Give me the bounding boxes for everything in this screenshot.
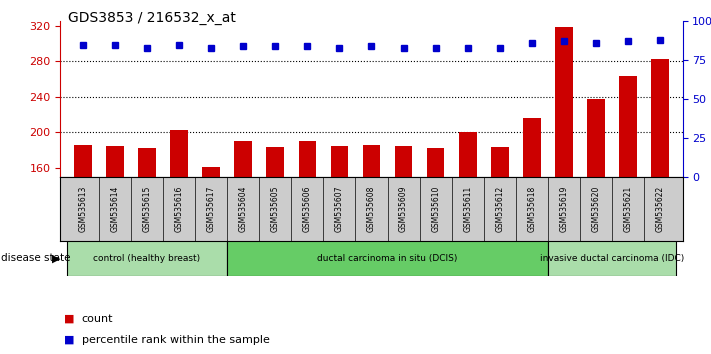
Text: disease state: disease state xyxy=(1,253,71,263)
Bar xyxy=(651,59,669,310)
Text: GSM535604: GSM535604 xyxy=(239,185,247,232)
Text: GSM535605: GSM535605 xyxy=(271,185,280,232)
Text: GSM535617: GSM535617 xyxy=(207,185,215,232)
Text: GSM535620: GSM535620 xyxy=(592,185,601,232)
Bar xyxy=(555,28,573,310)
Bar xyxy=(548,241,676,276)
Text: ■: ■ xyxy=(64,335,75,345)
Text: GSM535611: GSM535611 xyxy=(463,186,472,232)
Text: GDS3853 / 216532_x_at: GDS3853 / 216532_x_at xyxy=(68,11,235,25)
Text: GSM535614: GSM535614 xyxy=(110,185,119,232)
Bar xyxy=(170,130,188,310)
Bar xyxy=(74,145,92,310)
Text: GSM535621: GSM535621 xyxy=(624,186,633,232)
Bar xyxy=(67,241,228,276)
Text: GSM535616: GSM535616 xyxy=(175,185,183,232)
Bar xyxy=(228,241,548,276)
Bar xyxy=(523,118,540,310)
Text: GSM535606: GSM535606 xyxy=(303,185,312,232)
Text: GSM535609: GSM535609 xyxy=(399,185,408,232)
Bar xyxy=(203,167,220,310)
Bar xyxy=(427,148,444,310)
Text: percentile rank within the sample: percentile rank within the sample xyxy=(82,335,269,345)
Bar xyxy=(267,147,284,310)
Bar xyxy=(587,99,605,310)
Text: GSM535610: GSM535610 xyxy=(431,185,440,232)
Text: ductal carcinoma in situ (DCIS): ductal carcinoma in situ (DCIS) xyxy=(317,254,458,263)
Bar xyxy=(235,141,252,310)
Text: GSM535619: GSM535619 xyxy=(560,185,568,232)
Bar xyxy=(299,141,316,310)
Text: control (healthy breast): control (healthy breast) xyxy=(93,254,201,263)
Bar xyxy=(331,146,348,310)
Text: GSM535622: GSM535622 xyxy=(656,186,665,232)
Text: GSM535615: GSM535615 xyxy=(142,185,151,232)
Bar xyxy=(619,76,637,310)
Text: ▶: ▶ xyxy=(52,253,60,263)
Text: invasive ductal carcinoma (IDC): invasive ductal carcinoma (IDC) xyxy=(540,254,684,263)
Bar xyxy=(459,132,476,310)
Text: GSM535613: GSM535613 xyxy=(78,185,87,232)
Text: GSM535618: GSM535618 xyxy=(528,186,536,232)
Text: count: count xyxy=(82,314,113,324)
Text: ■: ■ xyxy=(64,314,75,324)
Bar xyxy=(138,148,156,310)
Bar xyxy=(491,147,508,310)
Bar xyxy=(363,145,380,310)
Text: GSM535612: GSM535612 xyxy=(496,186,504,232)
Text: GSM535608: GSM535608 xyxy=(367,185,376,232)
Text: GSM535607: GSM535607 xyxy=(335,185,344,232)
Bar xyxy=(106,146,124,310)
Bar xyxy=(395,146,412,310)
